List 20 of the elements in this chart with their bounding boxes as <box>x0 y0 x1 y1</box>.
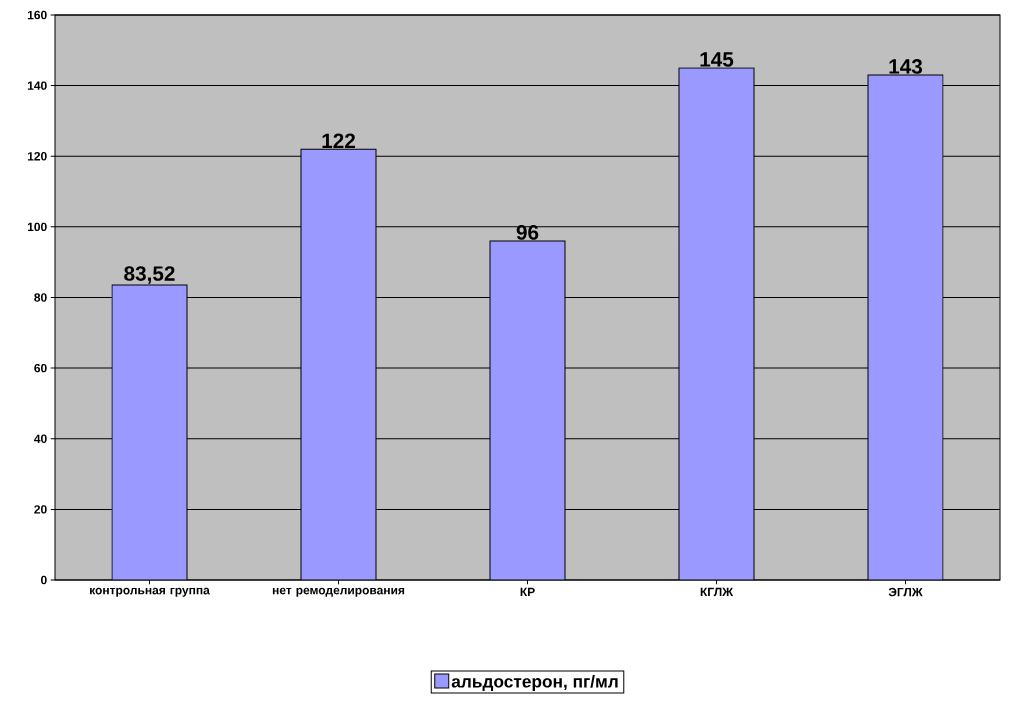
y-tick-label: 20 <box>34 505 47 514</box>
x-tick-label: ЭГЛЖ <box>888 587 923 597</box>
y-tick-label: 140 <box>27 81 47 90</box>
data-label: 122 <box>322 133 355 148</box>
data-label: 145 <box>700 52 734 67</box>
data-label: 143 <box>889 59 923 74</box>
y-tick-label: 160 <box>27 10 47 20</box>
y-tick-label: 0 <box>41 575 47 585</box>
x-tick-label: контрольная группа <box>90 587 210 597</box>
y-tick-label: 40 <box>34 434 47 443</box>
y-tick-label: 120 <box>27 152 47 161</box>
y-tick-label: 60 <box>34 363 47 373</box>
y-tick-label: 100 <box>27 222 47 232</box>
y-tick-label: 80 <box>34 293 47 302</box>
x-tick-label: КР <box>520 587 535 597</box>
data-label: 96 <box>516 225 539 240</box>
x-tick-label: нет ремоделирования <box>272 587 405 597</box>
data-label: 83,52 <box>124 266 175 284</box>
legend-label: альдостерон, пг/мл <box>451 674 618 692</box>
x-tick-label: КГЛЖ <box>700 587 734 597</box>
